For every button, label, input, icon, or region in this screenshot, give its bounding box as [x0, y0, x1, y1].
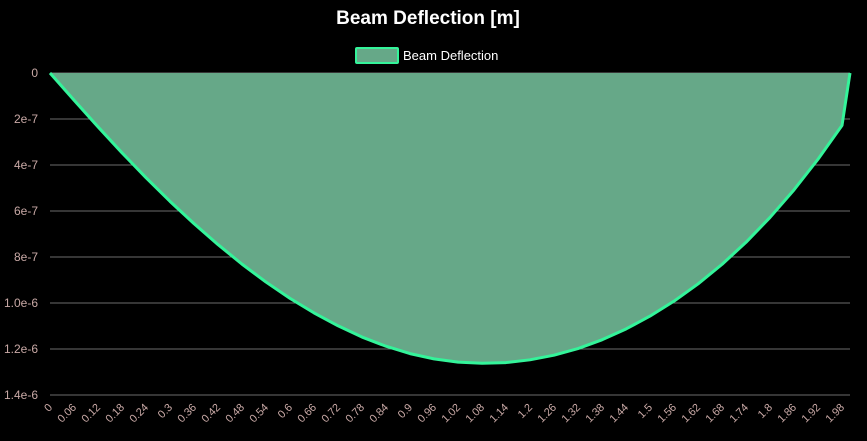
x-tick-label: 0	[42, 402, 55, 415]
y-tick-label: 6e-7	[14, 204, 38, 218]
x-tick-label: 1.08	[463, 402, 487, 426]
x-tick-label: 0.96	[415, 402, 439, 426]
series-layer	[48, 72, 852, 365]
x-tick-label: 0.66	[295, 402, 319, 426]
x-tick-label: 1.38	[583, 402, 607, 426]
x-tick-label: 0.3	[156, 402, 175, 421]
y-tick-label: 8e-7	[14, 250, 38, 264]
deflection-area	[50, 73, 850, 364]
x-tick-label: 1.14	[487, 402, 511, 426]
x-tick-label: 0.24	[127, 402, 151, 426]
x-tick-label: 0.6	[276, 402, 295, 421]
x-tick-label: 0.42	[199, 402, 223, 426]
x-tick-label: 0.78	[343, 402, 367, 426]
y-tick-label: 1.4e-6	[4, 388, 38, 402]
chart-title: Beam Deflection [m]	[336, 8, 520, 29]
legend[interactable]: Beam Deflection	[355, 47, 498, 64]
x-tick-label: 1.44	[607, 402, 631, 426]
y-axis-ticks: 0 2e-7 4e-7 6e-7 8e-7 1.0e-6 1.2e-6 1.4e-6	[4, 66, 38, 402]
x-tick-label: 1.32	[559, 402, 583, 426]
x-tick-label: 0.9	[396, 402, 415, 421]
y-tick-label: 2e-7	[14, 112, 38, 126]
x-tick-label: 1.2	[516, 402, 535, 421]
x-tick-label: 0.84	[367, 402, 391, 426]
x-tick-label: 0.18	[103, 402, 127, 426]
x-tick-label: 1.68	[703, 402, 727, 426]
deflection-line[interactable]	[48, 72, 852, 365]
x-tick-label: 0.72	[319, 402, 343, 426]
legend-label: Beam Deflection	[403, 48, 498, 63]
x-tick-label: 1.62	[679, 402, 703, 426]
x-tick-label: 1.98	[823, 402, 847, 426]
y-tick-label: 1.0e-6	[4, 296, 38, 310]
x-tick-label: 1.02	[439, 402, 463, 426]
x-axis-ticks: 0 0.06 0.12 0.18 0.24 0.3 0.36 0.42 0.48 0.54 0.6 0…	[42, 402, 847, 426]
x-tick-label: 0.48	[223, 402, 247, 426]
x-tick-label: 0.12	[79, 402, 103, 426]
x-tick-label: 0.36	[175, 402, 199, 426]
x-tick-label: 0.54	[247, 402, 271, 426]
x-tick-label: 1.86	[775, 402, 799, 426]
y-tick-label: 1.2e-6	[4, 342, 38, 356]
x-tick-label: 1.8	[756, 402, 775, 421]
x-tick-label: 1.5	[636, 402, 655, 421]
x-tick-label: 1.92	[799, 402, 823, 426]
x-tick-label: 1.26	[535, 402, 559, 426]
y-tick-label: 4e-7	[14, 158, 38, 172]
y-tick-label: 0	[31, 66, 38, 80]
legend-swatch	[355, 47, 399, 64]
x-tick-label: 0.06	[55, 402, 79, 426]
x-tick-label: 1.56	[655, 402, 679, 426]
x-tick-label: 1.74	[727, 402, 751, 426]
